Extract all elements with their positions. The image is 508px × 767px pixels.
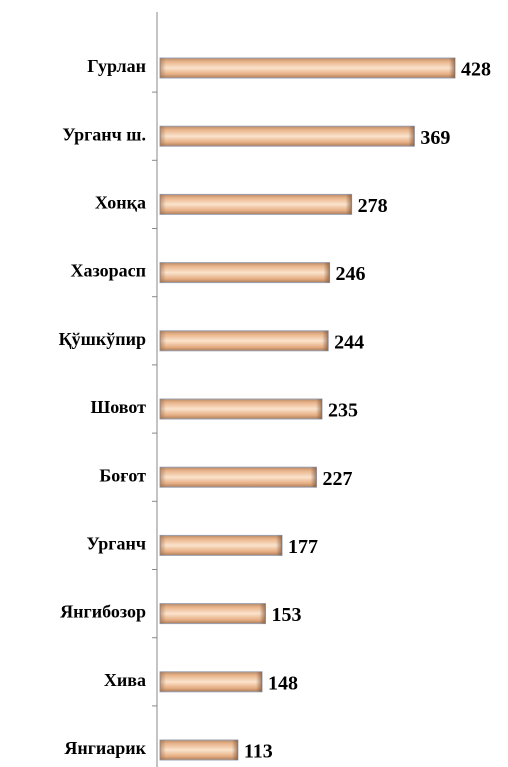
bar <box>159 534 283 556</box>
value-label: 227 <box>322 468 352 490</box>
bar-bevel <box>160 58 166 78</box>
category-label: Янгибозор <box>60 602 146 622</box>
bar <box>159 603 266 625</box>
bar-bevel <box>160 194 166 215</box>
bar-bevel <box>322 330 329 351</box>
bar-bevel <box>449 58 455 78</box>
bar-bevel <box>160 671 166 692</box>
bar <box>159 262 331 284</box>
bar-bevel <box>160 330 166 351</box>
value-label: 428 <box>461 59 491 81</box>
value-label: 113 <box>244 741 273 763</box>
bar-bevel <box>256 671 263 692</box>
bar-bevel <box>231 740 238 760</box>
bar-bevel <box>160 399 166 419</box>
category-label: Хазорасп <box>71 261 147 281</box>
value-label: 278 <box>358 195 388 217</box>
category-label: Шовот <box>90 397 146 417</box>
category-label: Хонқа <box>95 193 146 213</box>
bar-bevel <box>275 535 282 556</box>
value-label: 244 <box>334 331 364 353</box>
value-label: 246 <box>336 263 366 285</box>
bar-bevel <box>160 603 166 624</box>
category-label: Гурлан <box>87 56 146 76</box>
value-label: 148 <box>268 672 298 694</box>
bar <box>159 466 317 488</box>
bar-bevel <box>345 194 352 215</box>
bar-bevel <box>315 399 322 419</box>
value-label: 235 <box>328 400 358 422</box>
category-label: Урганч ш. <box>62 124 146 144</box>
bar-bevel <box>160 126 166 147</box>
bar-bevel <box>160 262 166 283</box>
bar <box>159 57 456 79</box>
bar-bevel <box>323 262 330 283</box>
bar-bevel <box>259 603 266 624</box>
bar-bevel <box>408 126 415 147</box>
category-label: Қўшкўпир <box>59 329 146 349</box>
value-label: 369 <box>420 127 450 149</box>
bar <box>159 671 263 693</box>
bar-bevel <box>160 467 166 488</box>
bar-bevel <box>160 535 166 556</box>
bar-bevel <box>160 740 166 760</box>
bar <box>159 125 415 147</box>
value-label: 153 <box>271 604 301 626</box>
bar <box>159 330 329 352</box>
bar <box>159 739 239 761</box>
bar <box>159 398 323 420</box>
bar <box>159 193 353 215</box>
category-label: Боғот <box>99 465 146 485</box>
value-label: 177 <box>288 536 318 558</box>
bar-bevel <box>310 467 317 488</box>
category-label: Хива <box>104 670 146 690</box>
category-label: Урганч <box>87 534 146 554</box>
category-label: Янгиарик <box>64 738 146 758</box>
